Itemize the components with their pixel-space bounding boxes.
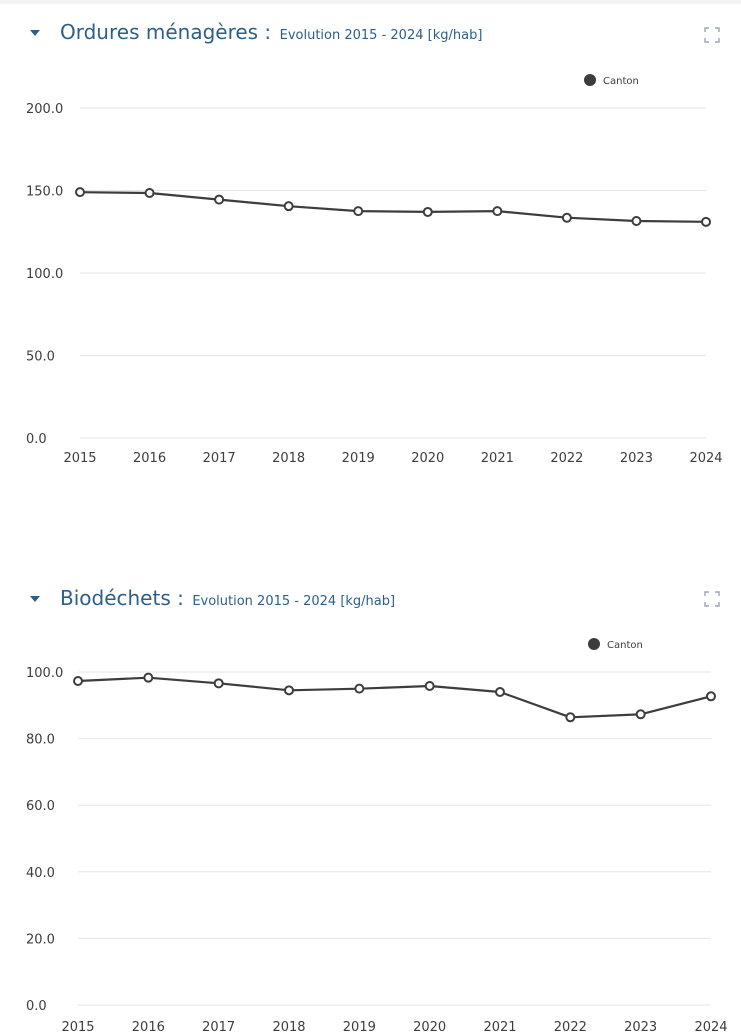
y-tick-label: 60.0 xyxy=(26,799,55,814)
y-tick-label: 0.0 xyxy=(26,432,47,447)
x-tick-label: 2017 xyxy=(203,451,236,466)
data-point xyxy=(143,672,154,683)
panel-title-main: Ordures ménagères : xyxy=(60,20,272,44)
x-tick-label: 2021 xyxy=(483,1020,516,1032)
x-tick-label: 2024 xyxy=(689,451,722,466)
data-point xyxy=(492,206,503,217)
data-point xyxy=(635,709,646,720)
y-tick-label: 40.0 xyxy=(26,866,55,881)
y-tick-label: 100.0 xyxy=(26,267,63,282)
data-point xyxy=(424,680,435,691)
data-point xyxy=(422,206,433,217)
x-tick-label: 2018 xyxy=(272,451,305,466)
y-axis-labels: 0.0 20.0 40.0 60.0 80.0 100.0 xyxy=(26,666,63,1014)
y-tick-label: 0.0 xyxy=(26,999,47,1014)
legend-marker xyxy=(584,74,596,86)
series-points xyxy=(75,187,711,227)
series-line xyxy=(79,191,707,223)
x-tick-label: 2019 xyxy=(343,1020,376,1032)
panel-title: Ordures ménagères : Evolution 2015 - 202… xyxy=(60,20,482,44)
x-tick-label: 2017 xyxy=(202,1020,235,1032)
data-point xyxy=(561,212,572,223)
panel-title-main: Biodéchets : xyxy=(60,586,184,610)
data-point xyxy=(284,685,294,696)
data-point xyxy=(353,206,364,217)
y-tick-label: 200.0 xyxy=(26,102,63,117)
data-point xyxy=(213,678,224,689)
caret-down-icon[interactable] xyxy=(28,26,42,40)
panel-title-sub: Evolution 2015 - 2024 [kg/hab] xyxy=(279,28,483,43)
x-tick-label: 2020 xyxy=(413,1020,446,1032)
legend-label: Canton xyxy=(603,76,639,87)
legend: Canton xyxy=(588,638,643,651)
y-tick-label: 50.0 xyxy=(26,350,55,365)
legend-label: Canton xyxy=(607,640,643,651)
x-tick-label: 2023 xyxy=(620,451,653,466)
legend-marker xyxy=(588,638,600,650)
data-point xyxy=(73,675,83,686)
data-point xyxy=(565,712,576,723)
x-tick-label: 2018 xyxy=(272,1020,305,1032)
data-point xyxy=(144,187,155,198)
series-points xyxy=(73,672,716,723)
line-chart-biodechets: 0.0 20.0 40.0 60.0 80.0 100.0 2015 2016 2017 2018… xyxy=(26,638,728,1032)
chart-panel-biodechets: Biodéchets : Evolution 2015 - 2024 [kg/h… xyxy=(0,572,741,1032)
panel-title-sub: Evolution 2015 - 2024 [kg/hab] xyxy=(192,594,396,609)
x-axis-labels: 2015 2016 2017 2018 2019 2020 2021 2022 2023 2024 xyxy=(61,1020,727,1032)
data-point xyxy=(75,187,85,198)
caret-down-icon[interactable] xyxy=(28,592,42,606)
x-tick-label: 2022 xyxy=(554,1020,587,1032)
y-tick-label: 100.0 xyxy=(26,666,63,681)
gridlines xyxy=(80,107,706,439)
data-point xyxy=(495,686,505,697)
data-point xyxy=(631,216,642,227)
data-point xyxy=(354,683,365,694)
gridlines xyxy=(78,671,711,1006)
y-tick-label: 150.0 xyxy=(26,185,63,200)
x-tick-label: 2016 xyxy=(133,451,166,466)
data-point xyxy=(706,691,716,702)
x-axis-labels: 2015 2016 2017 2018 2019 2020 2021 2022 2023 2024 xyxy=(63,451,722,466)
x-tick-label: 2016 xyxy=(132,1020,165,1032)
x-tick-label: 2024 xyxy=(694,1020,727,1032)
x-tick-label: 2015 xyxy=(61,1020,94,1032)
y-axis-labels: 0.0 50.0 100.0 150.0 200.0 xyxy=(26,102,63,447)
x-tick-label: 2021 xyxy=(481,451,514,466)
data-point xyxy=(214,194,225,205)
x-tick-label: 2022 xyxy=(550,451,583,466)
x-tick-label: 2019 xyxy=(342,451,375,466)
x-tick-label: 2020 xyxy=(411,451,444,466)
y-tick-label: 20.0 xyxy=(26,932,55,947)
data-point xyxy=(283,201,294,212)
series-line xyxy=(77,676,712,719)
top-divider xyxy=(0,0,741,4)
x-tick-label: 2015 xyxy=(63,451,96,466)
legend: Canton xyxy=(584,74,639,87)
x-tick-label: 2023 xyxy=(624,1020,657,1032)
fullscreen-icon[interactable] xyxy=(703,26,721,44)
panel-title: Biodéchets : Evolution 2015 - 2024 [kg/h… xyxy=(60,586,395,610)
data-point xyxy=(701,216,711,227)
y-tick-label: 80.0 xyxy=(26,733,55,748)
chart-panel-ordures: Ordures ménagères : Evolution 2015 - 202… xyxy=(0,0,741,490)
fullscreen-icon[interactable] xyxy=(703,590,721,608)
